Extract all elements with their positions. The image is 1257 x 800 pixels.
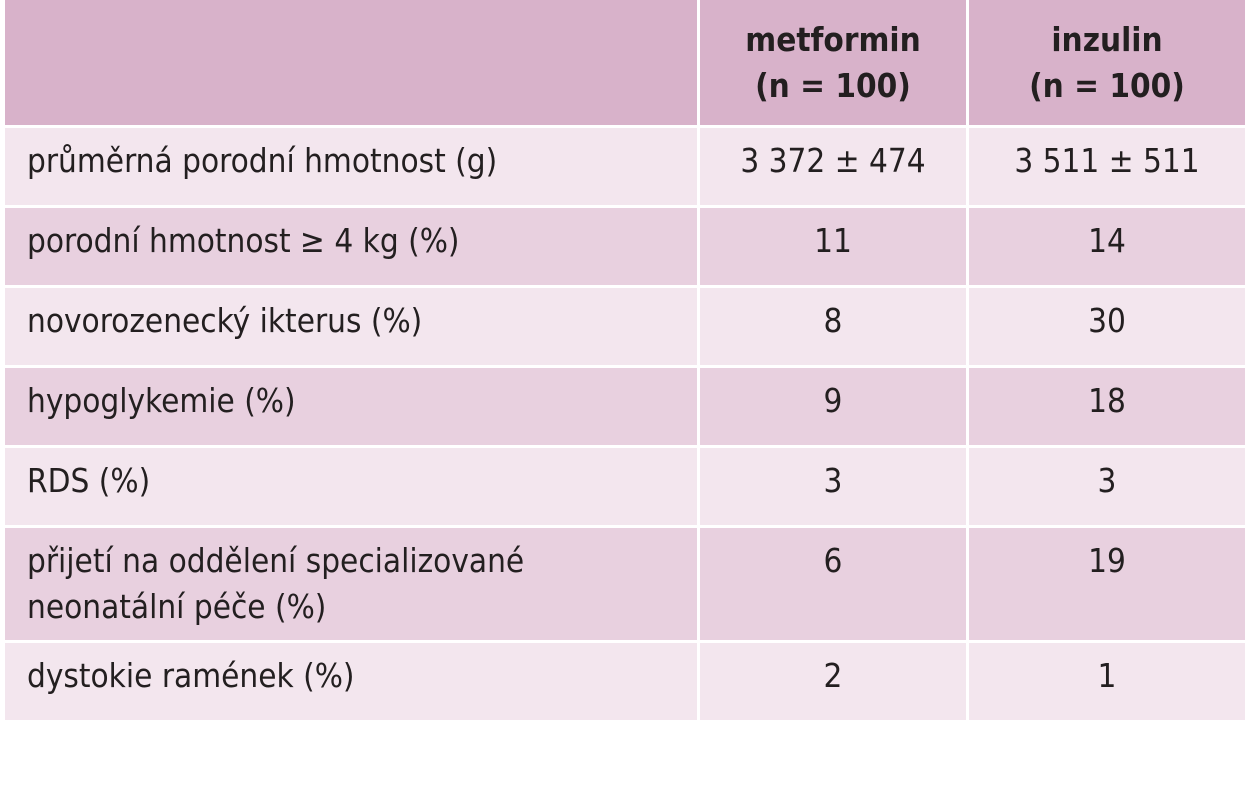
value-cell: 8 <box>700 288 966 365</box>
value-cell: 3 <box>700 448 966 525</box>
value-cell: 14 <box>969 208 1245 285</box>
table: metformin (n = 100) inzulin (n = 100) pr… <box>5 0 1245 720</box>
row-label: RDS (%) <box>5 448 697 525</box>
header-cell: metformin (n = 100) <box>700 0 966 125</box>
value-cell: 1 <box>969 643 1245 720</box>
value-cell: 11 <box>700 208 966 285</box>
row-label: přijetí na oddělení specializované neona… <box>5 528 697 640</box>
value-cell: 30 <box>969 288 1245 365</box>
header-empty <box>5 0 697 125</box>
row-label: dystokie ramének (%) <box>5 643 697 720</box>
value-cell: 19 <box>969 528 1245 640</box>
value-cell: 3 372 ± 474 <box>700 128 966 205</box>
value-cell: 6 <box>700 528 966 640</box>
value-cell: 18 <box>969 368 1245 445</box>
value-cell: 9 <box>700 368 966 445</box>
row-label: hypoglykemie (%) <box>5 368 697 445</box>
header-cell: inzulin (n = 100) <box>969 0 1245 125</box>
header-name: metformin <box>745 19 921 59</box>
row-label: novorozenecký ikterus (%) <box>5 288 697 365</box>
header-n: (n = 100) <box>1029 65 1185 105</box>
row-label: průměrná porodní hmotnost (g) <box>5 128 697 205</box>
header-n: (n = 100) <box>755 65 911 105</box>
value-cell: 2 <box>700 643 966 720</box>
value-cell: 3 511 ± 511 <box>969 128 1245 205</box>
header-name: inzulin <box>1051 19 1163 59</box>
value-cell: 3 <box>969 448 1245 525</box>
row-label: porodní hmotnost ≥ 4 kg (%) <box>5 208 697 285</box>
